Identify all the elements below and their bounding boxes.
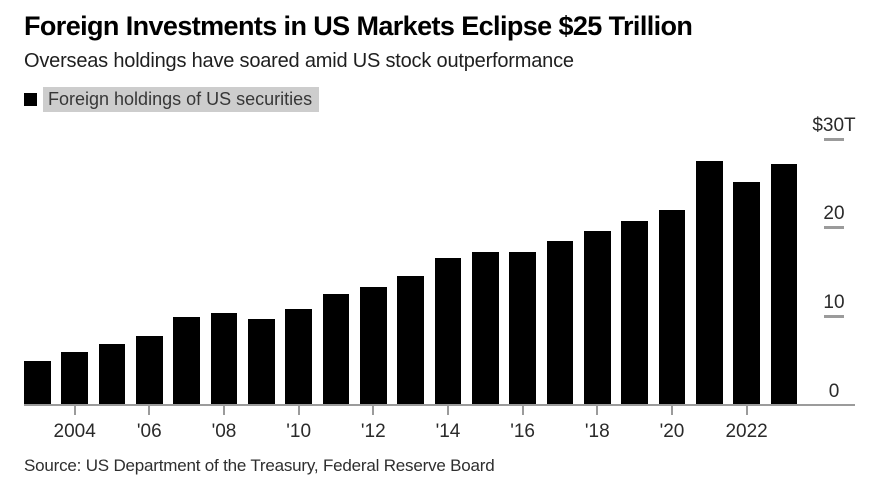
legend-swatch-icon (24, 93, 37, 106)
x-axis-tick-2022 (745, 406, 748, 415)
x-axis-label-2008: '08 (211, 421, 237, 442)
bar-2004 (61, 351, 88, 404)
x-axis-label-2004: 2004 (53, 421, 96, 442)
bar-2017 (546, 240, 574, 404)
chart-subtitle: Overseas holdings have soared amid US st… (24, 50, 574, 72)
bar-2021 (695, 160, 723, 404)
x-axis-label-2022: 2022 (725, 421, 768, 442)
y-axis-label-10: 10 (823, 292, 845, 314)
x-axis-label-2006: '06 (136, 421, 162, 442)
x-axis-tick-2008 (223, 406, 225, 415)
bar-2008 (210, 312, 238, 404)
bar-2005 (98, 343, 126, 404)
bar-2012 (360, 286, 387, 404)
y-axis-label-0: 0 (828, 381, 840, 402)
y-axis-tick-10 (824, 315, 844, 319)
x-axis-label-2014: '14 (435, 421, 461, 442)
legend-label: Foreign holdings of US securities (43, 87, 320, 112)
x-axis-label-2010: '10 (286, 421, 312, 442)
bar-2009 (248, 318, 275, 404)
bar-2003 (24, 361, 51, 404)
x-axis-tick-2010 (297, 406, 300, 415)
legend: Foreign holdings of US securities (24, 87, 320, 112)
bar-2013 (397, 276, 424, 404)
x-axis-tick-2004 (73, 406, 76, 415)
bar-2007 (173, 316, 200, 404)
x-axis-label-2018: '18 (584, 421, 610, 442)
x-axis-label-2020: '20 (659, 421, 685, 442)
x-axis-tick-2014 (447, 406, 449, 415)
y-axis-tick-20 (824, 226, 844, 230)
bar-2016 (509, 252, 536, 404)
x-axis-tick-2006 (148, 406, 151, 415)
bar-2015 (472, 252, 499, 404)
bar-2011 (322, 293, 350, 404)
bar-2014 (434, 258, 462, 404)
y-axis-tick-30 (824, 137, 844, 141)
x-axis-baseline (24, 404, 855, 406)
x-axis-label-2016: '16 (510, 421, 535, 442)
x-axis-tick-2016 (521, 406, 524, 415)
bar-2020 (658, 209, 686, 404)
chart-title: Foreign Investments in US Markets Eclips… (24, 11, 693, 41)
x-axis-label-2012: '12 (360, 421, 386, 442)
y-axis-label-30: $30T (812, 114, 856, 136)
bar-2006 (136, 335, 163, 404)
x-axis-tick-2012 (372, 406, 375, 415)
x-axis-tick-2020 (671, 406, 673, 415)
source-note: Source: US Department of the Treasury, F… (24, 456, 495, 475)
bar-2023 (770, 164, 798, 404)
y-axis-label-20: 20 (823, 203, 845, 225)
bar-2010 (285, 308, 312, 404)
bar-2019 (621, 221, 648, 404)
bar-2022 (733, 181, 760, 404)
bar-2018 (583, 230, 611, 404)
x-axis-tick-2018 (596, 406, 599, 415)
